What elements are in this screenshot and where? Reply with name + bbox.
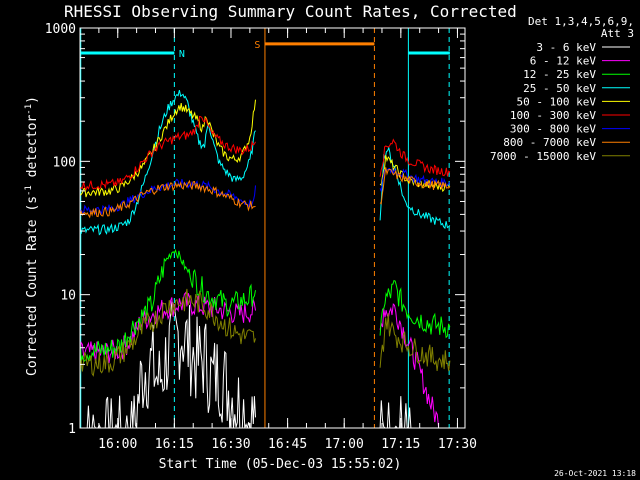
svg-text:Corrected Count Rate (s-1 dete: Corrected Count Rate (s-1 detector-1) <box>24 96 40 376</box>
series-25-50-kev <box>80 89 451 236</box>
chart-title: RHESSI Observing Summary Count Rates, Co… <box>64 2 517 21</box>
series-3-6-kev <box>80 300 413 428</box>
legend-item: 100 - 300 keV <box>510 109 630 122</box>
legend-header-line1: Det 1,3,4,5,6,9, <box>528 15 634 28</box>
series-line <box>379 167 451 205</box>
time-markers <box>80 28 450 428</box>
legend-item: 300 - 800 keV <box>510 123 630 136</box>
x-tick-label: 16:30 <box>211 437 250 452</box>
flag-label: S <box>254 40 260 51</box>
legend-item-label: 300 - 800 keV <box>510 123 596 136</box>
series-line <box>379 146 451 230</box>
legend-item: 7000 - 15000 keV <box>490 150 630 163</box>
y-axis-label-sup1: -1 <box>24 185 34 196</box>
flag-label: N <box>179 49 185 60</box>
timestamp-footer: 26-Oct-2021 13:18 <box>554 469 636 478</box>
y-tick-label: 10 <box>60 289 76 304</box>
series-100-300-kev <box>80 115 451 191</box>
legend-item-label: 12 - 25 keV <box>523 68 596 81</box>
legend-item: 50 - 100 keV <box>517 95 630 108</box>
series-line <box>80 248 256 364</box>
y-axis-label: Corrected Count Rate (s-1 detector-1) <box>24 96 40 376</box>
x-tick-label: 16:00 <box>98 437 137 452</box>
series-line <box>80 288 256 377</box>
series-line <box>80 300 256 428</box>
series-line <box>379 396 413 428</box>
legend-item-label: 3 - 6 keV <box>536 41 596 54</box>
series-line <box>80 89 256 236</box>
series-7000-15000-kev <box>80 288 451 377</box>
legend-item: 6 - 12 keV <box>530 55 630 68</box>
series-12-25-kev <box>80 248 451 364</box>
legend-item-label: 100 - 300 keV <box>510 109 596 122</box>
series-line <box>379 138 451 177</box>
y-tick-label: 100 <box>53 155 76 170</box>
legend-item-label: 25 - 50 keV <box>523 82 596 95</box>
legend-item-label: 6 - 12 keV <box>530 55 597 68</box>
legend-item: 12 - 25 keV <box>523 68 630 81</box>
y-axis-label-end: ) <box>25 96 40 104</box>
y-tick-label: 1 <box>68 422 76 437</box>
series-line <box>80 179 256 219</box>
legend-header-line2: Att 3 <box>601 27 634 40</box>
legend-item: 25 - 50 keV <box>523 82 630 95</box>
y-axis-label-mid: detector <box>25 115 40 186</box>
flag-bars: NS <box>80 40 450 60</box>
x-axis-label: Start Time (05-Dec-03 15:55:02) <box>159 457 402 472</box>
series-line <box>379 279 451 339</box>
legend-item: 800 - 7000 keV <box>503 136 630 149</box>
series-800-7000-kev <box>80 167 451 219</box>
x-tick-label: 16:15 <box>155 437 194 452</box>
series-line <box>80 115 256 191</box>
x-tick-label: 17:15 <box>381 437 420 452</box>
y-axis-label-sup2: -1 <box>24 104 34 115</box>
legend-item-label: 50 - 100 keV <box>517 95 597 108</box>
plot-frame <box>79 27 466 429</box>
y-tick-label: 1000 <box>45 22 76 37</box>
y-axis-ticks: 1 10 100 1000 <box>45 22 465 437</box>
series-line <box>379 313 451 372</box>
legend-item-label: 7000 - 15000 keV <box>490 150 596 163</box>
legend-item-label: 800 - 7000 keV <box>503 136 596 149</box>
y-axis-label-main: Corrected Count Rate (s <box>25 196 40 376</box>
series-line <box>80 99 256 198</box>
x-tick-label: 16:45 <box>268 437 307 452</box>
x-axis-ticks: 16:00 16:15 16:30 16:45 17:00 17:15 17:30 <box>98 28 477 452</box>
x-tick-label: 17:30 <box>438 437 477 452</box>
x-tick-label: 17:00 <box>325 437 364 452</box>
legend-item: 3 - 6 keV <box>536 41 630 54</box>
